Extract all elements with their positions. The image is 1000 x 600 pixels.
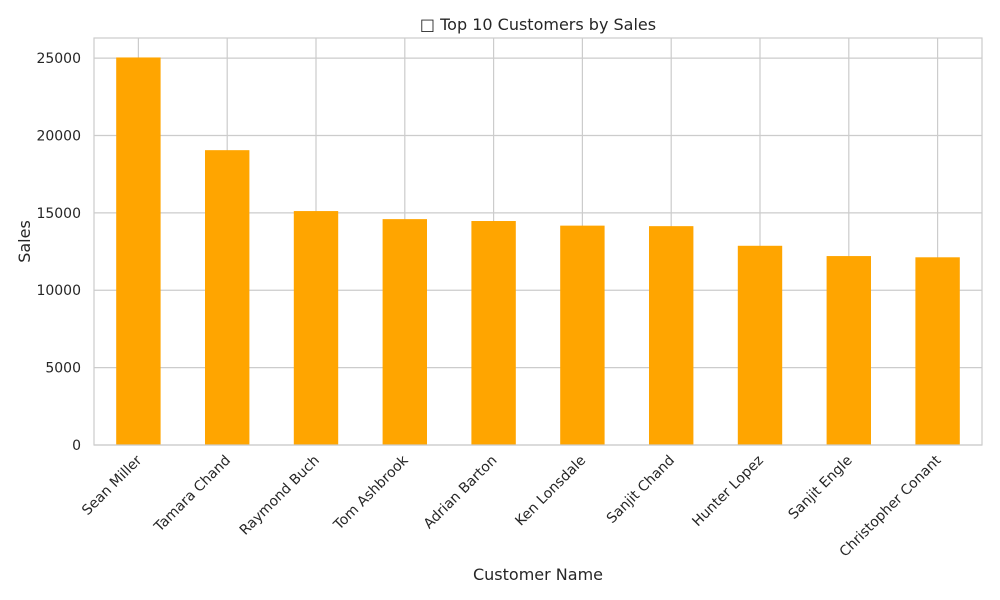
bar-sanjit-engle [826,256,871,445]
bar-ken-lonsdale [560,225,605,445]
x-tick-label: Sean Miller [79,452,145,518]
y-tick-label: 20000 [36,128,81,144]
y-tick-label: 0 [72,438,81,454]
x-tick-label: Raymond Buch [237,453,323,539]
x-tick-label: Tamara Chand [151,453,234,536]
x-tick-label: Christopher Conant [837,452,945,560]
x-tick-label: Adrian Barton [421,453,501,533]
bar-christopher-conant [915,257,960,445]
bar-adrian-barton [471,221,516,445]
bars [116,57,960,446]
bar-tom-ashbrook [382,219,427,445]
x-tick-label: Ken Lonsdale [512,453,589,530]
x-axis-label: Customer Name [473,565,603,584]
bar-sean-miller [116,57,161,446]
y-axis-label: Sales [15,220,34,263]
x-tick-label: Sanjit Engle [786,453,856,523]
y-tick-labels: 0 5000 10000 15000 20000 25000 [36,51,81,454]
bar-hunter-lopez [737,245,783,445]
chart-title: □ Top 10 Customers by Sales [420,15,656,34]
y-tick-label: 15000 [36,206,81,222]
x-tick-labels: Sean Miller Tamara Chand Raymond Buch Tom A… [79,452,945,560]
y-tick-label: 10000 [36,283,81,299]
x-tick-label: Tom Ashbrook [330,452,412,534]
y-tick-label: 25000 [36,51,81,67]
y-tick-label: 5000 [45,361,81,377]
bar-tamara-chand [205,150,250,446]
x-tick-label: Sanjit Chand [604,453,678,527]
x-tick-label: Hunter Lopez [689,453,766,530]
bar-raymond-buch [293,211,339,445]
plot-frame [93,37,983,446]
bar-sanjit-chand [649,226,694,445]
